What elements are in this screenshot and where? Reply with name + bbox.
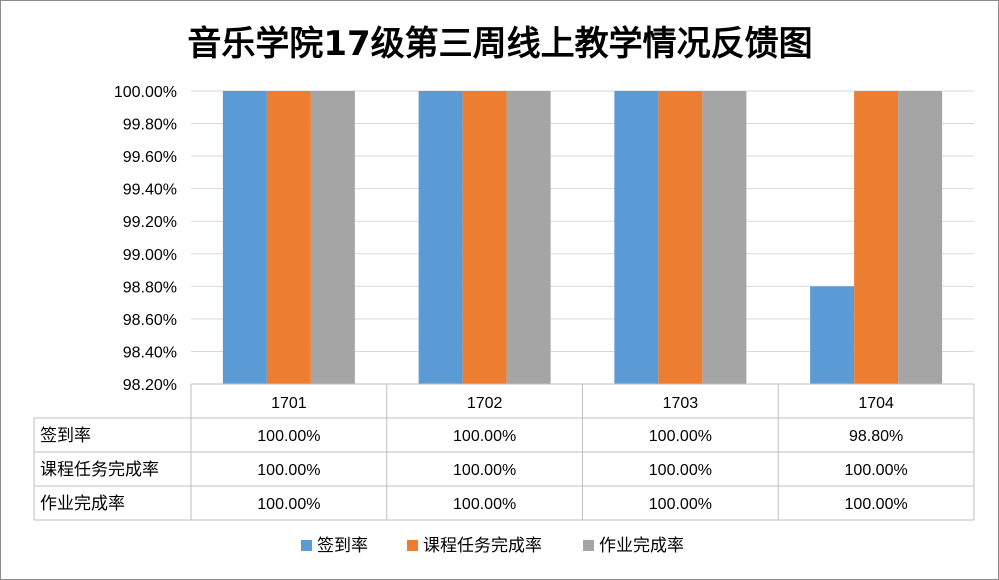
table-row-label: 作业完成率 — [40, 494, 125, 514]
table-cell-value: 100.00% — [257, 428, 320, 445]
table-cell-value: 100.00% — [649, 428, 712, 445]
table-cell-value: 100.00% — [649, 462, 712, 479]
y-axis-tick-labels: 100.00% 99.80% 99.60% 99.40% 99.20% 99.00% 98.… — [114, 84, 177, 394]
table-category-label: 1701 — [271, 395, 307, 412]
table-row-label: 签到率 — [40, 426, 91, 446]
table-cell-value: 100.00% — [257, 462, 320, 479]
bar-1701-series-2 — [266, 91, 311, 384]
legend-label: 课程任务完成率 — [423, 536, 542, 556]
table-cell-value: 100.00% — [453, 428, 516, 445]
legend-swatch — [407, 540, 418, 551]
y-tick-label: 98.60% — [123, 312, 177, 329]
bar-1702-series-3 — [506, 91, 551, 384]
y-tick-label: 99.40% — [123, 182, 177, 199]
chart-title: 音乐学院17级第三周线上教学情况反馈图 — [187, 24, 812, 64]
y-tick-label: 98.80% — [123, 279, 177, 296]
bar-1704-series-1 — [810, 286, 855, 384]
legend-swatch — [583, 540, 594, 551]
bar-1703-series-3 — [702, 91, 747, 384]
y-tick-label: 99.20% — [123, 214, 177, 231]
bar-1704-series-2 — [854, 91, 899, 384]
bar-1701-series-3 — [310, 91, 355, 384]
table-cell-value: 100.00% — [453, 462, 516, 479]
data-table: 1701 1702 1703 1704 签到率 100.00% 100.00% 100.00%… — [33, 383, 975, 521]
table-cell-value: 100.00% — [845, 496, 908, 513]
table-cell-value: 100.00% — [649, 496, 712, 513]
bar-1701-series-1 — [222, 91, 267, 384]
y-tick-label: 98.20% — [123, 377, 177, 394]
bars — [222, 91, 943, 384]
bar-1704-series-3 — [898, 91, 943, 384]
y-tick-label: 99.00% — [123, 247, 177, 264]
legend-label: 签到率 — [317, 536, 368, 556]
legend: 签到率 课程任务完成率 作业完成率 — [301, 536, 684, 556]
bar-1702-series-1 — [418, 91, 463, 384]
table-category-label: 1702 — [467, 395, 503, 412]
bar-1702-series-2 — [462, 91, 507, 384]
table-cell-value: 100.00% — [453, 496, 516, 513]
table-row-label: 课程任务完成率 — [40, 460, 159, 480]
table-category-label: 1704 — [858, 395, 894, 412]
y-tick-label: 98.40% — [123, 344, 177, 361]
table-cell-value: 100.00% — [257, 496, 320, 513]
table-category-label: 1703 — [663, 395, 699, 412]
y-tick-label: 100.00% — [114, 84, 177, 101]
legend-label: 作业完成率 — [599, 536, 684, 556]
table-cell-value: 98.80% — [849, 428, 903, 445]
y-tick-label: 99.80% — [123, 117, 177, 134]
bar-1703-series-2 — [658, 91, 703, 384]
y-tick-label: 99.60% — [123, 149, 177, 166]
table-cell-value: 100.00% — [845, 462, 908, 479]
legend-swatch — [301, 540, 312, 551]
bar-1703-series-1 — [614, 91, 659, 384]
